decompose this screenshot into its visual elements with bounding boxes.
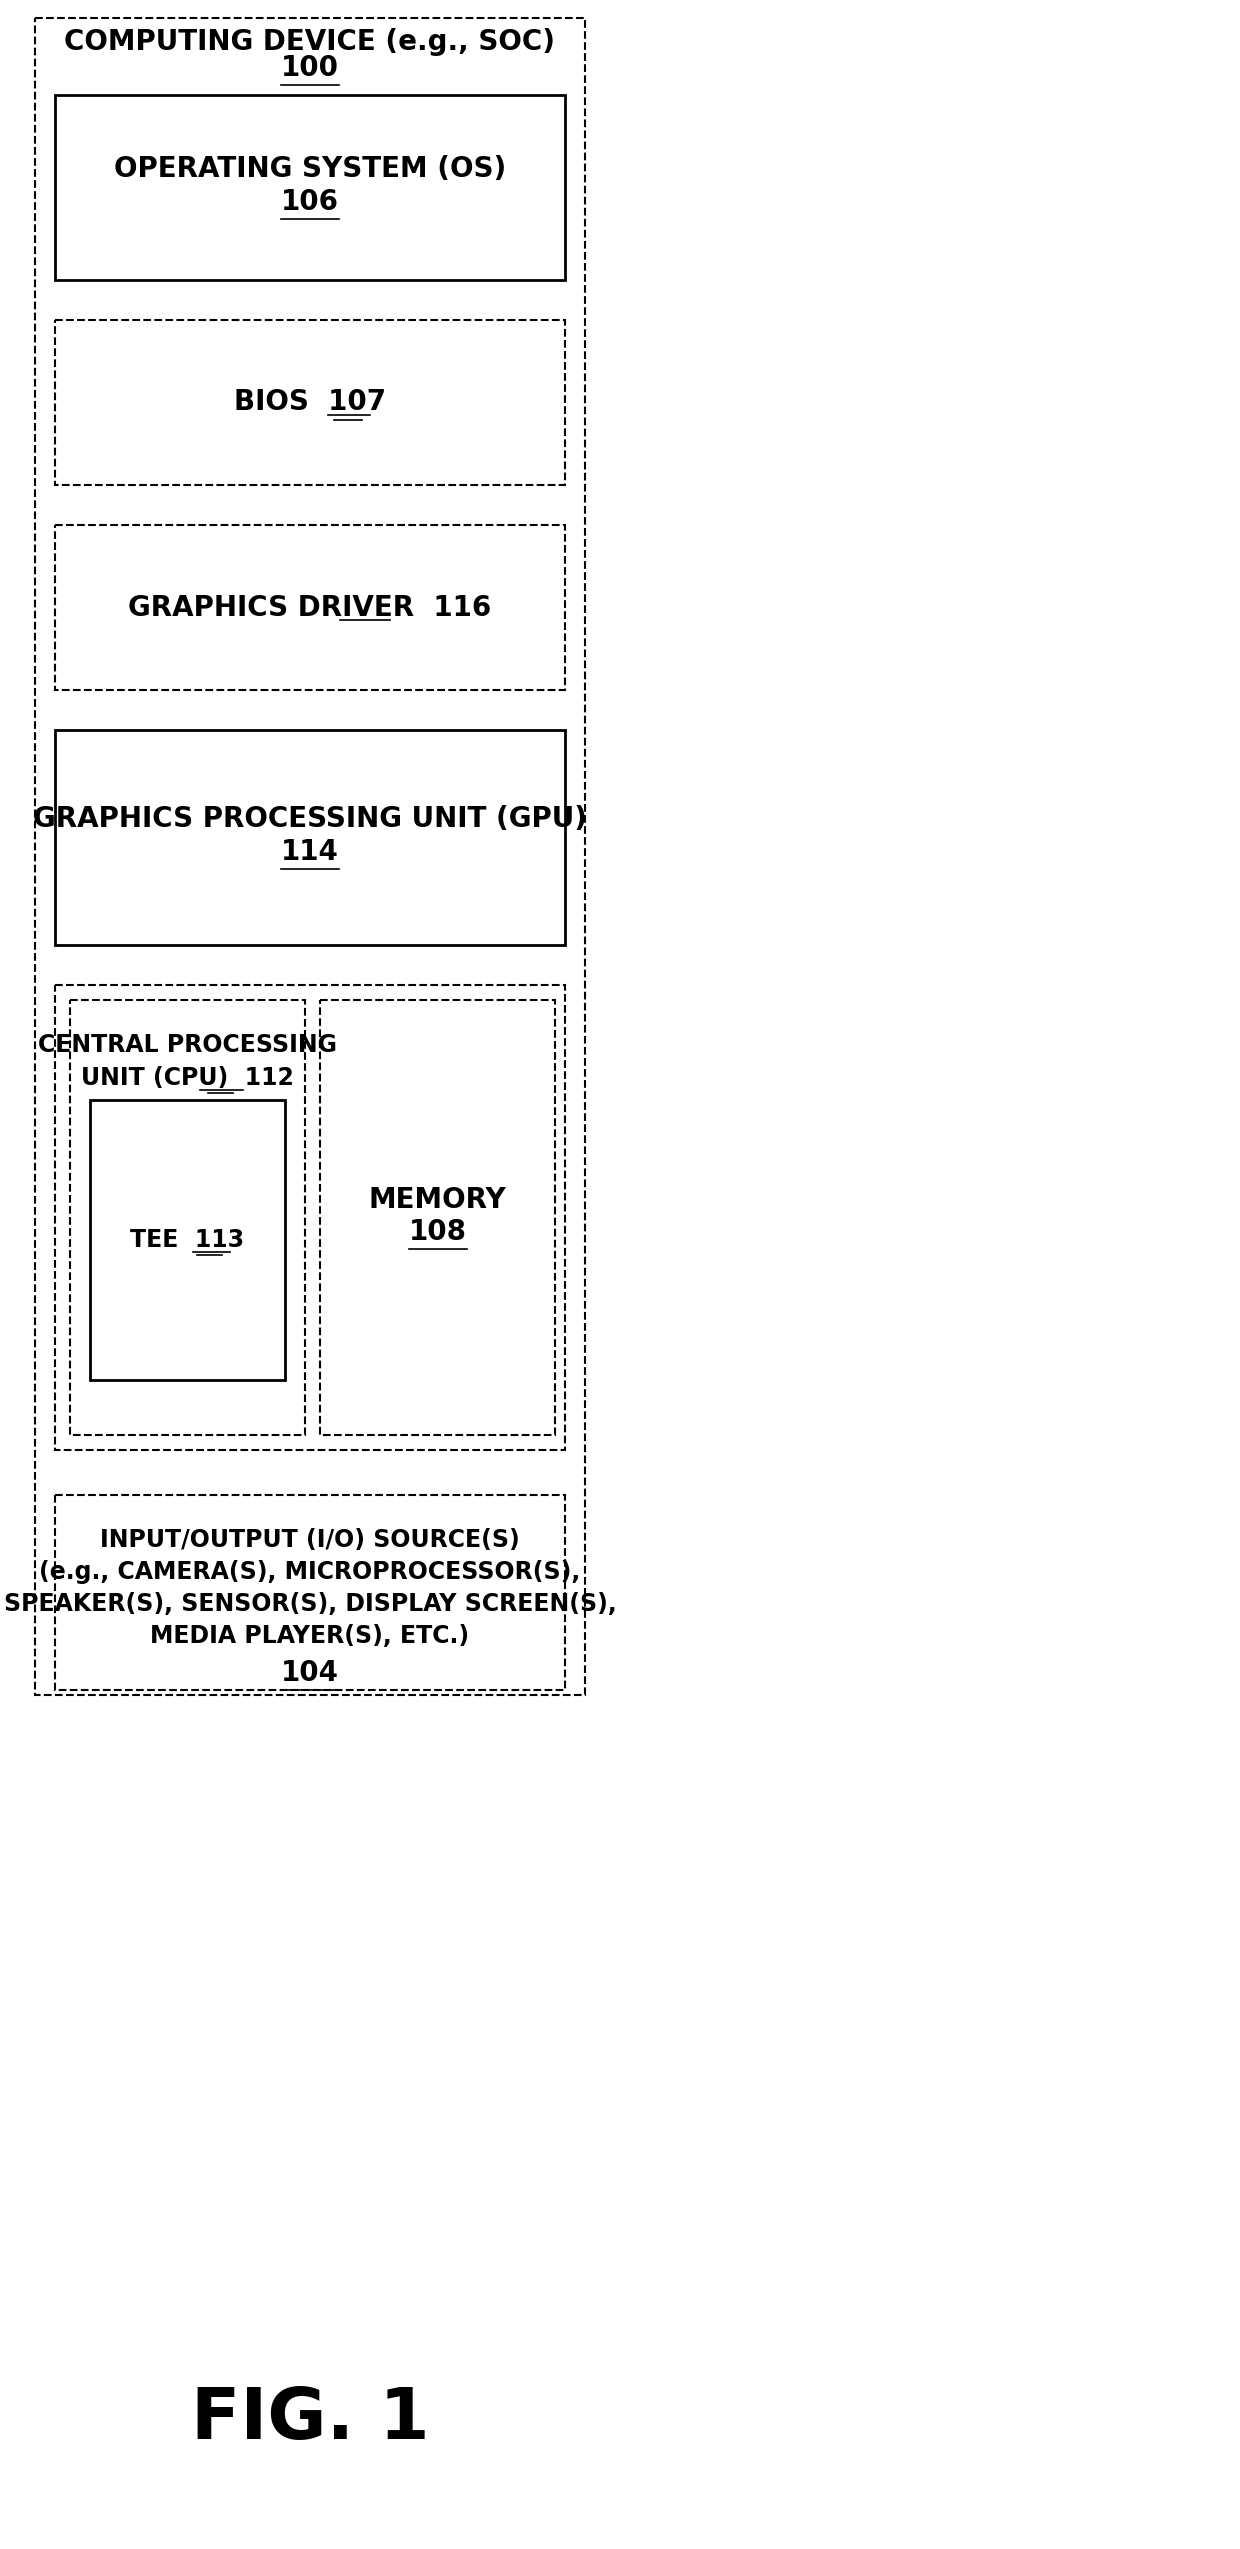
Bar (69, 999, 305, 1435)
Text: 106: 106 (281, 189, 339, 217)
Text: INPUT/OUTPUT (I/O) SOURCE(S): INPUT/OUTPUT (I/O) SOURCE(S) (100, 1527, 520, 1552)
Bar (55, 321, 565, 484)
Text: 104: 104 (281, 1659, 339, 1687)
Text: 114: 114 (281, 839, 339, 867)
Bar (55, 1496, 565, 1690)
Text: FIG. 1: FIG. 1 (191, 2386, 429, 2455)
Bar (35, 18, 585, 1695)
Bar (55, 729, 565, 946)
Bar (320, 999, 556, 1435)
Text: CENTRAL PROCESSING: CENTRAL PROCESSING (38, 1032, 337, 1058)
Text: SPEAKER(S), SENSOR(S), DISPLAY SCREEN(S),: SPEAKER(S), SENSOR(S), DISPLAY SCREEN(S)… (4, 1593, 616, 1616)
Text: TEE  113: TEE 113 (130, 1229, 244, 1252)
Text: COMPUTING DEVICE (e.g., SOC): COMPUTING DEVICE (e.g., SOC) (64, 28, 556, 56)
Text: GRAPHICS DRIVER  116: GRAPHICS DRIVER 116 (129, 594, 491, 622)
Text: 108: 108 (408, 1218, 466, 1246)
Text: 100: 100 (281, 54, 339, 82)
Text: MEDIA PLAYER(S), ETC.): MEDIA PLAYER(S), ETC.) (150, 1624, 470, 1649)
Bar (55, 525, 565, 691)
Text: UNIT (CPU)  112: UNIT (CPU) 112 (81, 1065, 294, 1091)
Bar (55, 94, 565, 280)
Bar (91, 1101, 285, 1379)
Text: GRAPHICS PROCESSING UNIT (GPU): GRAPHICS PROCESSING UNIT (GPU) (33, 805, 587, 834)
Text: OPERATING SYSTEM (OS): OPERATING SYSTEM (OS) (114, 155, 506, 184)
Bar (55, 984, 565, 1450)
Text: (e.g., CAMERA(S), MICROPROCESSOR(S),: (e.g., CAMERA(S), MICROPROCESSOR(S), (40, 1560, 580, 1583)
Text: MEMORY: MEMORY (368, 1185, 506, 1213)
Text: BIOS  107: BIOS 107 (234, 387, 386, 415)
